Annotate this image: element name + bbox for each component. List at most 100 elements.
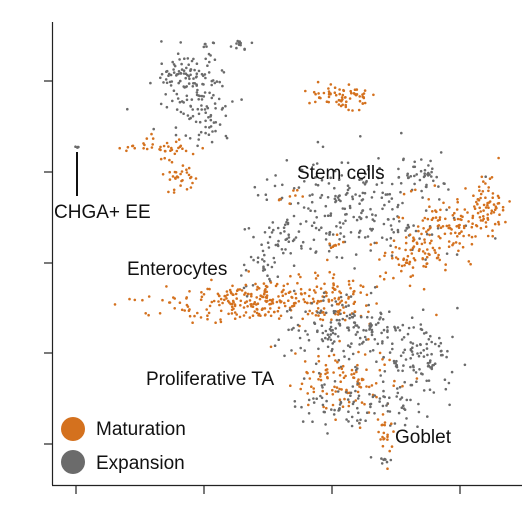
cell-point-expansion <box>200 108 203 111</box>
label-stem-cells: Stem cells <box>297 163 385 184</box>
cell-point-expansion <box>400 406 404 410</box>
cell-point-expansion <box>282 251 285 255</box>
cell-point-maturation <box>372 93 375 97</box>
cell-point-maturation <box>306 312 310 316</box>
cell-point-maturation <box>438 246 441 250</box>
cell-point-expansion <box>340 174 344 177</box>
cell-point-expansion <box>277 338 281 342</box>
cell-point-expansion <box>174 126 178 129</box>
cell-point-expansion <box>174 133 178 137</box>
cell-point-maturation <box>207 311 211 315</box>
cell-point-expansion <box>369 456 373 459</box>
cell-point-expansion <box>430 352 433 356</box>
cell-point-maturation <box>312 370 315 374</box>
cell-point-maturation <box>409 275 413 279</box>
cell-point-maturation <box>490 209 494 212</box>
cell-point-maturation <box>508 200 511 203</box>
cell-point-expansion <box>185 66 188 70</box>
cell-point-expansion <box>448 403 451 407</box>
cell-point-expansion <box>311 420 314 424</box>
cell-point-maturation <box>414 188 417 192</box>
axes <box>44 22 522 494</box>
cell-point-expansion <box>313 209 317 213</box>
cell-point-expansion <box>367 303 371 307</box>
cell-point-expansion <box>444 387 448 391</box>
cell-point-expansion <box>413 160 417 164</box>
cell-point-maturation <box>258 297 262 301</box>
cell-point-expansion <box>450 370 454 374</box>
cell-point-maturation <box>329 246 333 249</box>
cell-point-maturation <box>332 244 336 247</box>
cell-point-expansion <box>434 342 437 346</box>
cell-point-maturation <box>170 146 173 150</box>
cell-point-expansion <box>349 391 353 395</box>
cell-point-expansion <box>419 343 422 347</box>
cell-point-expansion <box>189 116 192 120</box>
cell-point-maturation <box>226 293 229 297</box>
cell-point-maturation <box>167 145 170 148</box>
cell-point-expansion <box>301 240 305 244</box>
cell-point-maturation <box>257 287 261 290</box>
cell-point-maturation <box>336 310 340 313</box>
cell-point-maturation <box>176 176 180 179</box>
cell-point-maturation <box>183 309 186 312</box>
cell-point-expansion <box>313 322 317 326</box>
cell-point-maturation <box>390 445 394 448</box>
cell-point-maturation <box>329 83 333 86</box>
cell-point-maturation <box>424 265 428 269</box>
cell-point-expansion <box>341 207 345 210</box>
cell-point-expansion <box>338 221 342 224</box>
cell-point-expansion <box>229 45 233 48</box>
cell-point-expansion <box>409 347 413 351</box>
cell-point-maturation <box>287 291 291 295</box>
cell-point-maturation <box>191 181 194 185</box>
cell-point-maturation <box>431 246 435 250</box>
cell-point-expansion <box>352 176 356 180</box>
cell-point-maturation <box>303 360 307 363</box>
cell-point-expansion <box>392 231 396 234</box>
cell-point-maturation <box>484 196 487 199</box>
cell-point-expansion <box>426 174 430 177</box>
legend-marker-maturation <box>61 417 85 441</box>
cell-point-expansion <box>301 420 305 423</box>
cell-point-maturation <box>189 186 193 189</box>
cell-point-maturation <box>147 313 150 317</box>
cell-point-maturation <box>322 307 326 310</box>
cell-point-expansion <box>400 396 404 399</box>
cell-point-expansion <box>384 458 387 461</box>
cell-point-expansion <box>364 419 367 423</box>
cell-point-expansion <box>160 62 163 65</box>
cell-point-maturation <box>473 207 477 210</box>
cell-point-maturation <box>456 200 460 204</box>
cell-point-maturation <box>321 389 325 393</box>
cell-point-expansion <box>378 317 381 321</box>
cell-point-expansion <box>346 184 350 187</box>
cell-point-maturation <box>179 184 182 187</box>
cell-point-expansion <box>190 98 194 101</box>
cell-point-maturation <box>188 290 191 293</box>
cell-point-expansion <box>342 222 345 225</box>
cell-point-expansion <box>324 238 328 241</box>
cell-point-maturation <box>255 288 259 291</box>
cell-point-expansion <box>165 70 168 73</box>
cell-point-expansion <box>385 404 388 407</box>
cell-point-maturation <box>330 299 334 302</box>
cell-point-expansion <box>210 96 214 100</box>
cell-point-expansion <box>261 269 265 272</box>
cell-point-maturation <box>335 100 338 104</box>
cell-point-maturation <box>406 254 410 258</box>
cell-point-expansion <box>350 415 354 419</box>
cell-point-expansion <box>437 344 441 348</box>
cell-point-expansion <box>264 193 268 196</box>
cell-point-expansion <box>279 231 282 235</box>
cell-point-expansion <box>424 258 427 261</box>
cell-point-maturation <box>303 300 307 304</box>
cell-point-expansion <box>389 224 393 227</box>
cell-point-maturation <box>410 252 414 255</box>
cell-point-maturation <box>378 258 381 261</box>
cell-point-maturation <box>165 285 168 288</box>
cell-point-maturation <box>497 220 500 224</box>
cell-point-expansion <box>182 85 185 88</box>
cell-point-expansion <box>378 166 381 170</box>
cell-point-expansion <box>358 229 362 233</box>
